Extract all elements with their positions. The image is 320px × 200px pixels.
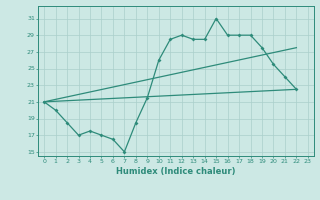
X-axis label: Humidex (Indice chaleur): Humidex (Indice chaleur) (116, 167, 236, 176)
